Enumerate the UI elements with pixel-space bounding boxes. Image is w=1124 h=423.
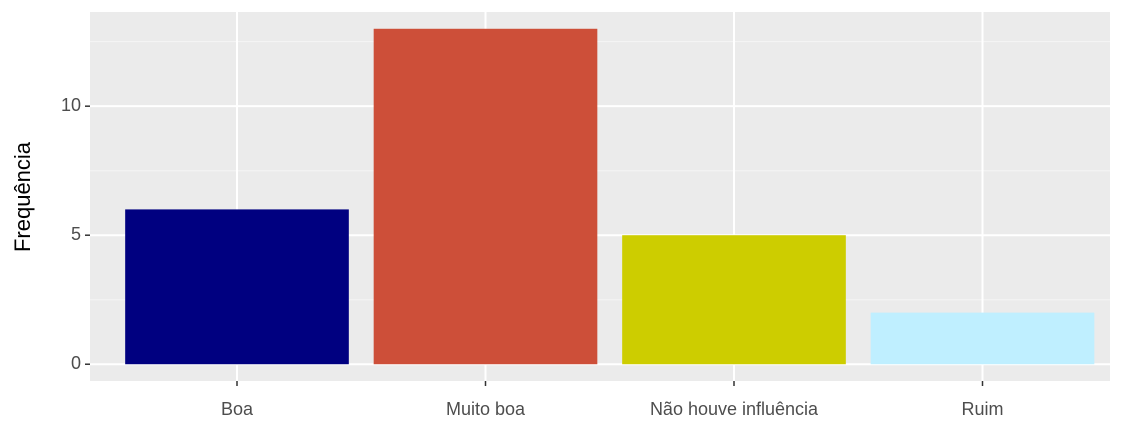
x-tick-label: Muito boa	[446, 399, 526, 419]
x-tick-label: Ruim	[961, 399, 1003, 419]
bar	[125, 209, 349, 365]
bar	[373, 28, 598, 365]
y-tick-label: 5	[71, 224, 81, 244]
y-axis-label: Frequência	[10, 141, 35, 252]
y-tick-label: 0	[71, 353, 81, 373]
bar	[622, 235, 846, 365]
x-tick-label: Não houve influência	[650, 399, 819, 419]
bar	[870, 312, 1095, 365]
y-tick-label: 10	[61, 95, 81, 115]
x-tick-label: Boa	[221, 399, 254, 419]
